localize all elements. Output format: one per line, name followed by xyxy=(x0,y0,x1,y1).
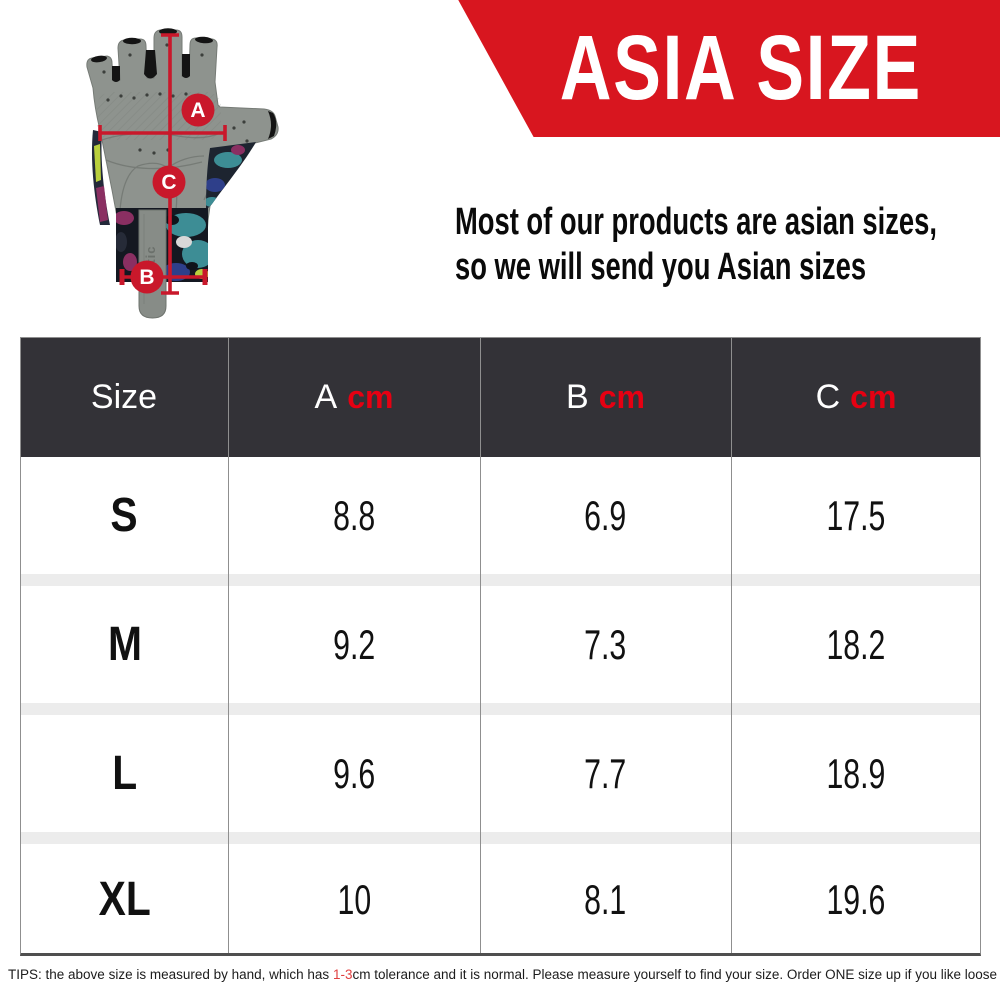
finger-web-3 xyxy=(112,66,120,82)
column-divider xyxy=(228,338,229,955)
tips-text-1: the above size is measured by hand, whic… xyxy=(41,967,333,982)
cell-c: 17.5 xyxy=(826,491,886,539)
asia-size-banner: ASIA SIZE xyxy=(458,0,1000,137)
finger-web-1 xyxy=(144,50,157,79)
cell-size: M xyxy=(107,618,142,671)
measurement-lines xyxy=(98,33,227,295)
cell-size: XL xyxy=(98,873,151,926)
glove-left-lime-accent xyxy=(94,144,101,182)
glove-measurement-figure: Santic A B C xyxy=(60,10,380,330)
header-a-letter: A xyxy=(314,377,338,416)
cell-size: S xyxy=(110,489,139,542)
column-divider xyxy=(480,338,481,955)
index-opening xyxy=(195,36,213,44)
marker-a-circle xyxy=(181,93,215,127)
glove-left-purple-accent xyxy=(96,186,108,222)
header-c-letter: C xyxy=(815,377,841,416)
tips-tolerance-value: 1-3 xyxy=(332,967,353,982)
cell-a: 9.6 xyxy=(332,749,376,797)
cell-c: 18.9 xyxy=(826,749,886,797)
header-b-letter: B xyxy=(566,377,589,416)
cell-b: 6.9 xyxy=(584,491,627,539)
cell-c: 18.2 xyxy=(826,620,886,668)
measurement-markers: A B C xyxy=(130,93,215,294)
banner-title: ASIA SIZE xyxy=(559,17,922,119)
cell-b: 7.3 xyxy=(584,620,627,668)
tips-prefix: TIPS: xyxy=(8,967,42,982)
cell-a: 9.2 xyxy=(332,620,376,668)
marker-a-label: A xyxy=(190,99,205,122)
marker-c-circle xyxy=(152,165,186,199)
table-header-row: Size A cm B cm C cm xyxy=(20,337,981,457)
cell-b: 8.1 xyxy=(584,875,627,923)
header-a-unit: cm xyxy=(347,378,394,415)
header-c: C cm xyxy=(731,337,981,457)
middle-opening xyxy=(159,28,177,35)
cell-c: 19.6 xyxy=(826,875,886,923)
header-size: Size xyxy=(90,377,158,416)
thumb-opening xyxy=(268,111,277,139)
column-divider xyxy=(731,338,732,955)
marker-b-circle xyxy=(130,260,164,294)
finger-web-2 xyxy=(182,54,190,78)
glove-illustration: Santic A B C xyxy=(86,28,279,319)
table-row: S 8.8 6.9 17.5 xyxy=(21,457,980,574)
row-separator xyxy=(21,832,980,844)
row-separator xyxy=(21,703,980,715)
pinky-opening xyxy=(91,55,107,63)
cell-b: 7.7 xyxy=(584,749,627,797)
thumb-gap-fabric xyxy=(206,142,256,210)
table-outer-border xyxy=(20,337,981,956)
tips-footnote: TIPS: the above size is measured by hand… xyxy=(8,967,1000,982)
marker-c-label: C xyxy=(161,171,176,194)
header-a: A cm xyxy=(228,337,480,457)
cell-size: L xyxy=(112,747,137,800)
cell-a: 10 xyxy=(337,875,371,923)
ring-opening xyxy=(123,37,141,45)
headline-line1: Most of our products are asian sizes, xyxy=(455,201,937,243)
headline-line2: so we will send you Asian sizes xyxy=(455,246,867,288)
row-separator xyxy=(21,574,980,586)
table-row: L 9.6 7.7 18.9 xyxy=(21,715,980,832)
table-row: XL 10 8.1 19.6 xyxy=(21,844,980,955)
tips-text-2: cm tolerance and it is normal. Please me… xyxy=(352,967,1000,982)
marker-b-label: B xyxy=(139,266,154,289)
header-b-unit: cm xyxy=(598,378,645,415)
header-b: B cm xyxy=(480,337,731,457)
headline: Most of our products are asian sizes, so… xyxy=(455,200,937,290)
cell-a: 8.8 xyxy=(332,491,376,539)
table-row: M 9.2 7.3 18.2 xyxy=(21,586,980,703)
header-c-unit: cm xyxy=(850,378,897,415)
